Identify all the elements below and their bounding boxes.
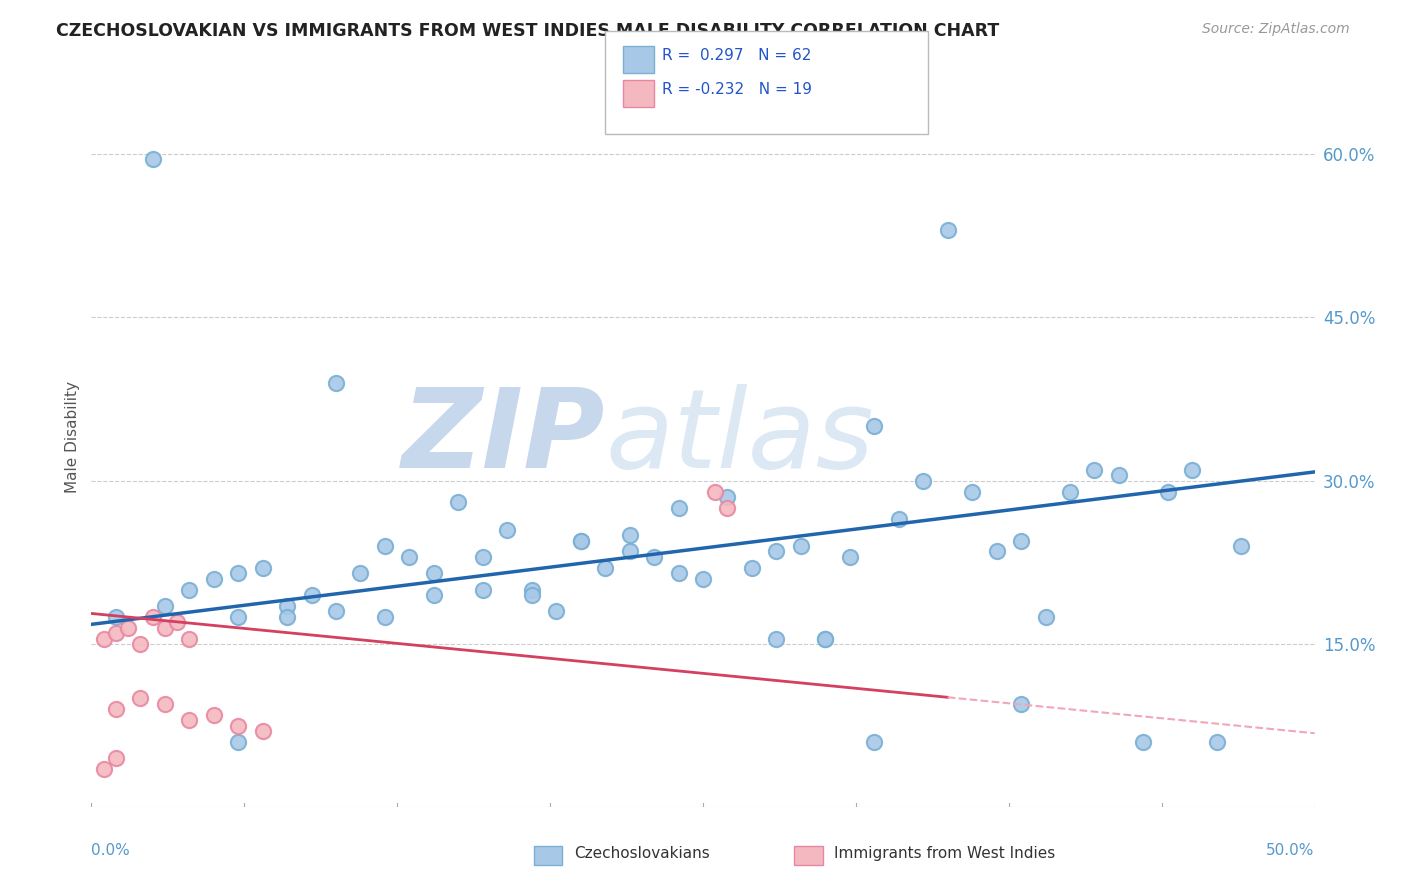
Point bbox=[252, 560, 274, 574]
Text: Immigrants from West Indies: Immigrants from West Indies bbox=[834, 846, 1054, 861]
Point bbox=[301, 588, 323, 602]
Point bbox=[423, 588, 446, 602]
Point bbox=[471, 549, 494, 564]
Point bbox=[716, 500, 738, 515]
Point bbox=[496, 523, 519, 537]
Point bbox=[1181, 463, 1204, 477]
Point bbox=[129, 691, 152, 706]
Point bbox=[1108, 468, 1130, 483]
Text: atlas: atlas bbox=[605, 384, 873, 491]
Point bbox=[1230, 539, 1253, 553]
Point bbox=[153, 599, 176, 613]
Point bbox=[1059, 484, 1081, 499]
Point bbox=[912, 474, 935, 488]
Point bbox=[863, 419, 886, 434]
Point bbox=[374, 609, 396, 624]
Point bbox=[569, 533, 592, 548]
Point bbox=[423, 566, 446, 581]
Point bbox=[887, 512, 910, 526]
Point bbox=[716, 490, 738, 504]
Point bbox=[520, 582, 543, 597]
Text: 0.0%: 0.0% bbox=[91, 843, 131, 858]
Point bbox=[202, 572, 225, 586]
Point bbox=[593, 560, 616, 574]
Point bbox=[252, 724, 274, 739]
Point bbox=[104, 626, 127, 640]
Point bbox=[643, 549, 665, 564]
Point bbox=[447, 495, 470, 509]
Text: 50.0%: 50.0% bbox=[1267, 843, 1315, 858]
Point bbox=[141, 153, 163, 167]
Point bbox=[276, 599, 298, 613]
Point bbox=[1010, 697, 1032, 711]
Point bbox=[668, 500, 690, 515]
Point bbox=[619, 544, 641, 558]
Text: CZECHOSLOVAKIAN VS IMMIGRANTS FROM WEST INDIES MALE DISABILITY CORRELATION CHART: CZECHOSLOVAKIAN VS IMMIGRANTS FROM WEST … bbox=[56, 22, 1000, 40]
Point bbox=[692, 572, 714, 586]
Point bbox=[226, 735, 249, 749]
Point bbox=[765, 544, 787, 558]
Point bbox=[325, 604, 347, 618]
Text: ZIP: ZIP bbox=[402, 384, 605, 491]
Text: R = -0.232   N = 19: R = -0.232 N = 19 bbox=[662, 82, 813, 97]
Point bbox=[1035, 609, 1057, 624]
Point bbox=[179, 713, 201, 727]
Point bbox=[704, 484, 727, 499]
Text: Source: ZipAtlas.com: Source: ZipAtlas.com bbox=[1202, 22, 1350, 37]
Point bbox=[814, 632, 837, 646]
Y-axis label: Male Disability: Male Disability bbox=[65, 381, 80, 493]
Point bbox=[863, 735, 886, 749]
Point bbox=[520, 588, 543, 602]
Point bbox=[226, 718, 249, 732]
Point bbox=[117, 621, 139, 635]
Text: Czechoslovakians: Czechoslovakians bbox=[574, 846, 710, 861]
Point bbox=[814, 632, 837, 646]
Point bbox=[179, 632, 201, 646]
Point bbox=[104, 702, 127, 716]
Point bbox=[398, 549, 420, 564]
Point bbox=[1205, 735, 1227, 749]
Point bbox=[619, 528, 641, 542]
Point bbox=[226, 609, 249, 624]
Point bbox=[1083, 463, 1105, 477]
Point bbox=[325, 376, 347, 390]
Point bbox=[1157, 484, 1180, 499]
Point bbox=[741, 560, 763, 574]
Point bbox=[960, 484, 983, 499]
Point bbox=[104, 751, 127, 765]
Point bbox=[936, 223, 959, 237]
Point bbox=[765, 632, 787, 646]
Point bbox=[104, 609, 127, 624]
Point bbox=[153, 697, 176, 711]
Point bbox=[838, 549, 860, 564]
Point bbox=[93, 762, 115, 776]
Point bbox=[93, 632, 115, 646]
Point bbox=[1132, 735, 1154, 749]
Point bbox=[471, 582, 494, 597]
Point bbox=[166, 615, 188, 630]
Point bbox=[668, 566, 690, 581]
Point bbox=[349, 566, 371, 581]
Point bbox=[569, 533, 592, 548]
Point bbox=[141, 609, 163, 624]
Point bbox=[276, 609, 298, 624]
Point bbox=[1010, 533, 1032, 548]
Point bbox=[179, 582, 201, 597]
Text: R =  0.297   N = 62: R = 0.297 N = 62 bbox=[662, 48, 811, 63]
Point bbox=[986, 544, 1008, 558]
Point bbox=[202, 707, 225, 722]
Point bbox=[790, 539, 813, 553]
Point bbox=[226, 566, 249, 581]
Point bbox=[374, 539, 396, 553]
Point bbox=[546, 604, 568, 618]
Point bbox=[153, 621, 176, 635]
Point bbox=[129, 637, 152, 651]
